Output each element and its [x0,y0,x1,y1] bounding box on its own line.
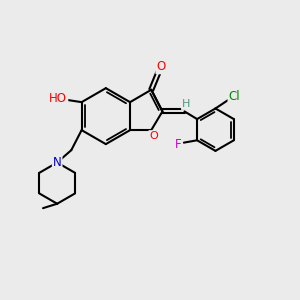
Text: H: H [182,99,190,109]
Text: N: N [53,156,62,169]
Text: HO: HO [49,92,67,105]
Text: Cl: Cl [229,90,240,103]
Text: O: O [156,60,166,73]
Text: O: O [149,131,158,141]
Text: F: F [175,138,182,151]
